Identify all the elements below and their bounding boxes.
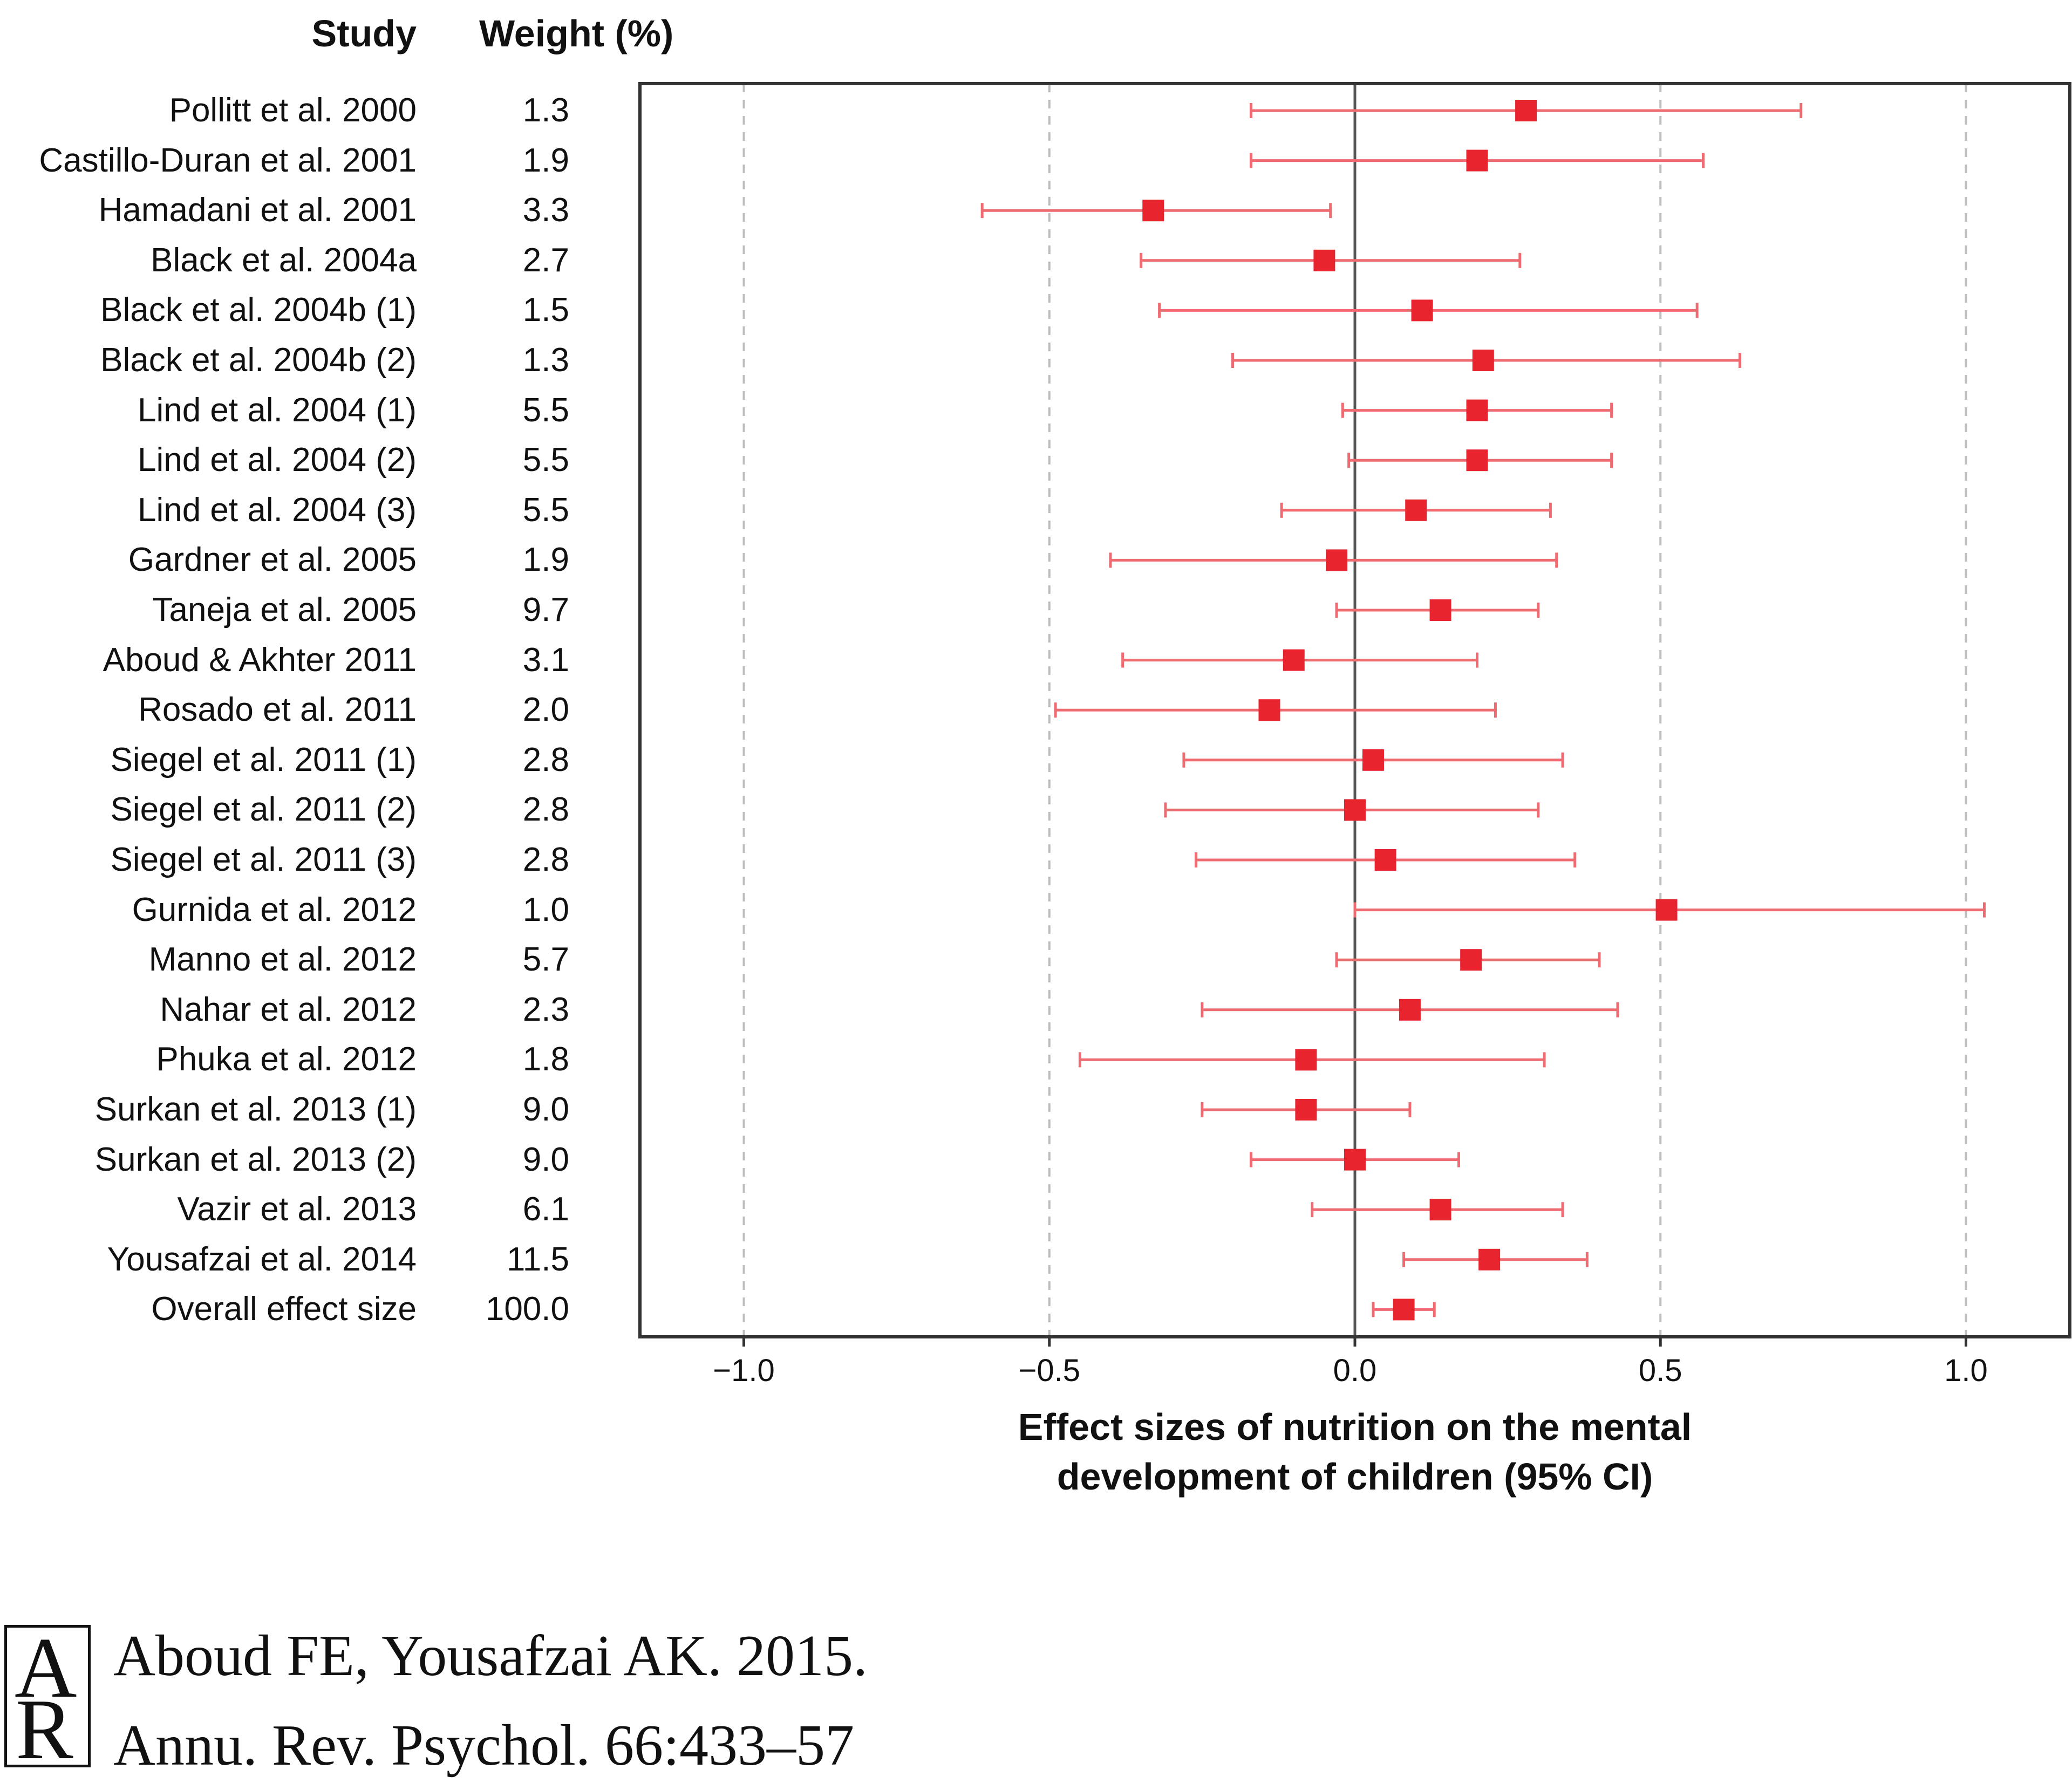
effect-marker: [1283, 649, 1305, 671]
weight-label: 1.5: [522, 291, 569, 329]
x-tick-label: 0.5: [1639, 1353, 1682, 1388]
study-label: Hamadani et al. 2001: [98, 192, 417, 229]
x-axis-title-line-1: Effect sizes of nutrition on the mental: [1018, 1406, 1692, 1448]
study-label: Pollitt et al. 2000: [169, 92, 417, 129]
effect-marker: [1326, 549, 1348, 571]
effect-marker: [1258, 699, 1280, 721]
x-tick-label: −0.5: [1019, 1353, 1081, 1388]
study-label: Siegel et al. 2011 (3): [110, 841, 417, 878]
effect-marker: [1405, 499, 1427, 521]
study-label: Surkan et al. 2013 (2): [94, 1140, 417, 1178]
study-column-header: Study: [311, 12, 417, 54]
study-label: Overall effect size: [151, 1290, 417, 1328]
study-label: Phuka et al. 2012: [156, 1041, 417, 1078]
weight-label: 5.7: [522, 941, 569, 979]
weight-label: 1.0: [522, 891, 569, 928]
weight-label: 6.1: [522, 1191, 569, 1228]
x-axis-ticks: −1.0 −0.5 0.0 0.5 1.0: [713, 1337, 1988, 1388]
study-label: Siegel et al. 2011 (2): [110, 791, 417, 829]
effect-size-marks: [980, 100, 1986, 1321]
weight-label: 9.7: [522, 591, 569, 629]
effect-marker: [1515, 100, 1537, 121]
citation-authors: Aboud FE, Yousafzai AK. 2015.: [113, 1624, 868, 1688]
study-label: Black et al. 2004a: [151, 241, 417, 279]
x-tick-label: 1.0: [1944, 1353, 1988, 1388]
study-label: Black et al. 2004b (1): [100, 291, 417, 329]
weight-label: 1.8: [522, 1041, 569, 1078]
study-label: Manno et al. 2012: [148, 941, 417, 979]
effect-marker: [1466, 149, 1488, 172]
x-tick-label: 0.0: [1333, 1353, 1377, 1388]
x-axis-title-line-2: development of children (95% CI): [1057, 1456, 1653, 1498]
weight-label: 11.5: [506, 1240, 569, 1278]
weight-label: 9.0: [522, 1140, 569, 1178]
effect-marker: [1429, 599, 1451, 621]
effect-marker: [1460, 949, 1482, 971]
study-label: Gardner et al. 2005: [128, 541, 417, 579]
weight-label: 3.3: [522, 192, 569, 229]
weight-label: 1.3: [522, 341, 569, 379]
weight-label: 2.8: [522, 791, 569, 829]
effect-marker: [1295, 1049, 1317, 1071]
weight-label: 2.3: [522, 990, 569, 1028]
study-label: Lind et al. 2004 (1): [137, 391, 417, 429]
gridlines: [742, 84, 1967, 1337]
weight-label: 2.8: [522, 741, 569, 778]
effect-marker: [1411, 299, 1433, 322]
citation-journal: Annu. Rev. Psychol. 66:433–57: [113, 1713, 854, 1778]
weight-column-header: Weight (%): [479, 12, 674, 54]
logo-letter-a: A: [15, 1620, 77, 1716]
effect-marker: [1344, 799, 1366, 821]
effect-marker: [1142, 200, 1164, 222]
effect-marker: [1374, 849, 1396, 871]
study-label: Lind et al. 2004 (3): [137, 491, 417, 529]
study-label: Lind et al. 2004 (2): [137, 441, 417, 479]
study-label: Black et al. 2004b (2): [100, 341, 417, 379]
study-label: Nahar et al. 2012: [160, 990, 417, 1028]
study-label: Siegel et al. 2011 (1): [110, 741, 417, 778]
weight-label: 2.7: [522, 241, 569, 279]
effect-marker: [1362, 749, 1384, 771]
effect-marker: [1655, 899, 1678, 921]
study-label: Castillo-Duran et al. 2001: [39, 141, 417, 179]
effect-marker: [1399, 999, 1421, 1021]
weight-label: 9.0: [522, 1091, 569, 1128]
study-label: Gurnida et al. 2012: [132, 891, 417, 928]
effect-marker: [1393, 1299, 1415, 1321]
study-label: Taneja et al. 2005: [152, 591, 417, 629]
annual-reviews-logo: A R: [4, 1620, 91, 1772]
weight-label: 5.5: [522, 491, 569, 529]
study-label: Surkan et al. 2013 (1): [94, 1091, 417, 1128]
study-label: Aboud & Akhter 2011: [103, 641, 417, 679]
weight-label: 2.8: [522, 841, 569, 878]
weight-label: 1.9: [522, 541, 569, 579]
effect-marker: [1429, 1199, 1451, 1221]
effect-marker: [1466, 399, 1488, 421]
effect-marker: [1472, 350, 1494, 371]
weight-label: 100.0: [485, 1290, 569, 1328]
effect-marker: [1313, 249, 1335, 271]
weight-label: 2.0: [522, 691, 569, 729]
weight-label: 3.1: [522, 641, 569, 679]
effect-marker: [1466, 449, 1488, 472]
x-tick-label: −1.0: [713, 1353, 775, 1388]
study-label: Vazir et al. 2013: [177, 1191, 417, 1228]
weight-label: 5.5: [522, 391, 569, 429]
effect-marker: [1295, 1099, 1317, 1121]
weight-label: 1.3: [522, 92, 569, 129]
study-label: Yousafzai et al. 2014: [107, 1240, 417, 1278]
logo-letter-r: R: [16, 1681, 73, 1777]
weight-label: 1.9: [522, 141, 569, 179]
weight-label: 5.5: [522, 441, 569, 479]
effect-marker: [1344, 1149, 1366, 1171]
effect-marker: [1478, 1248, 1501, 1270]
study-label: Rosado et al. 2011: [138, 691, 417, 729]
